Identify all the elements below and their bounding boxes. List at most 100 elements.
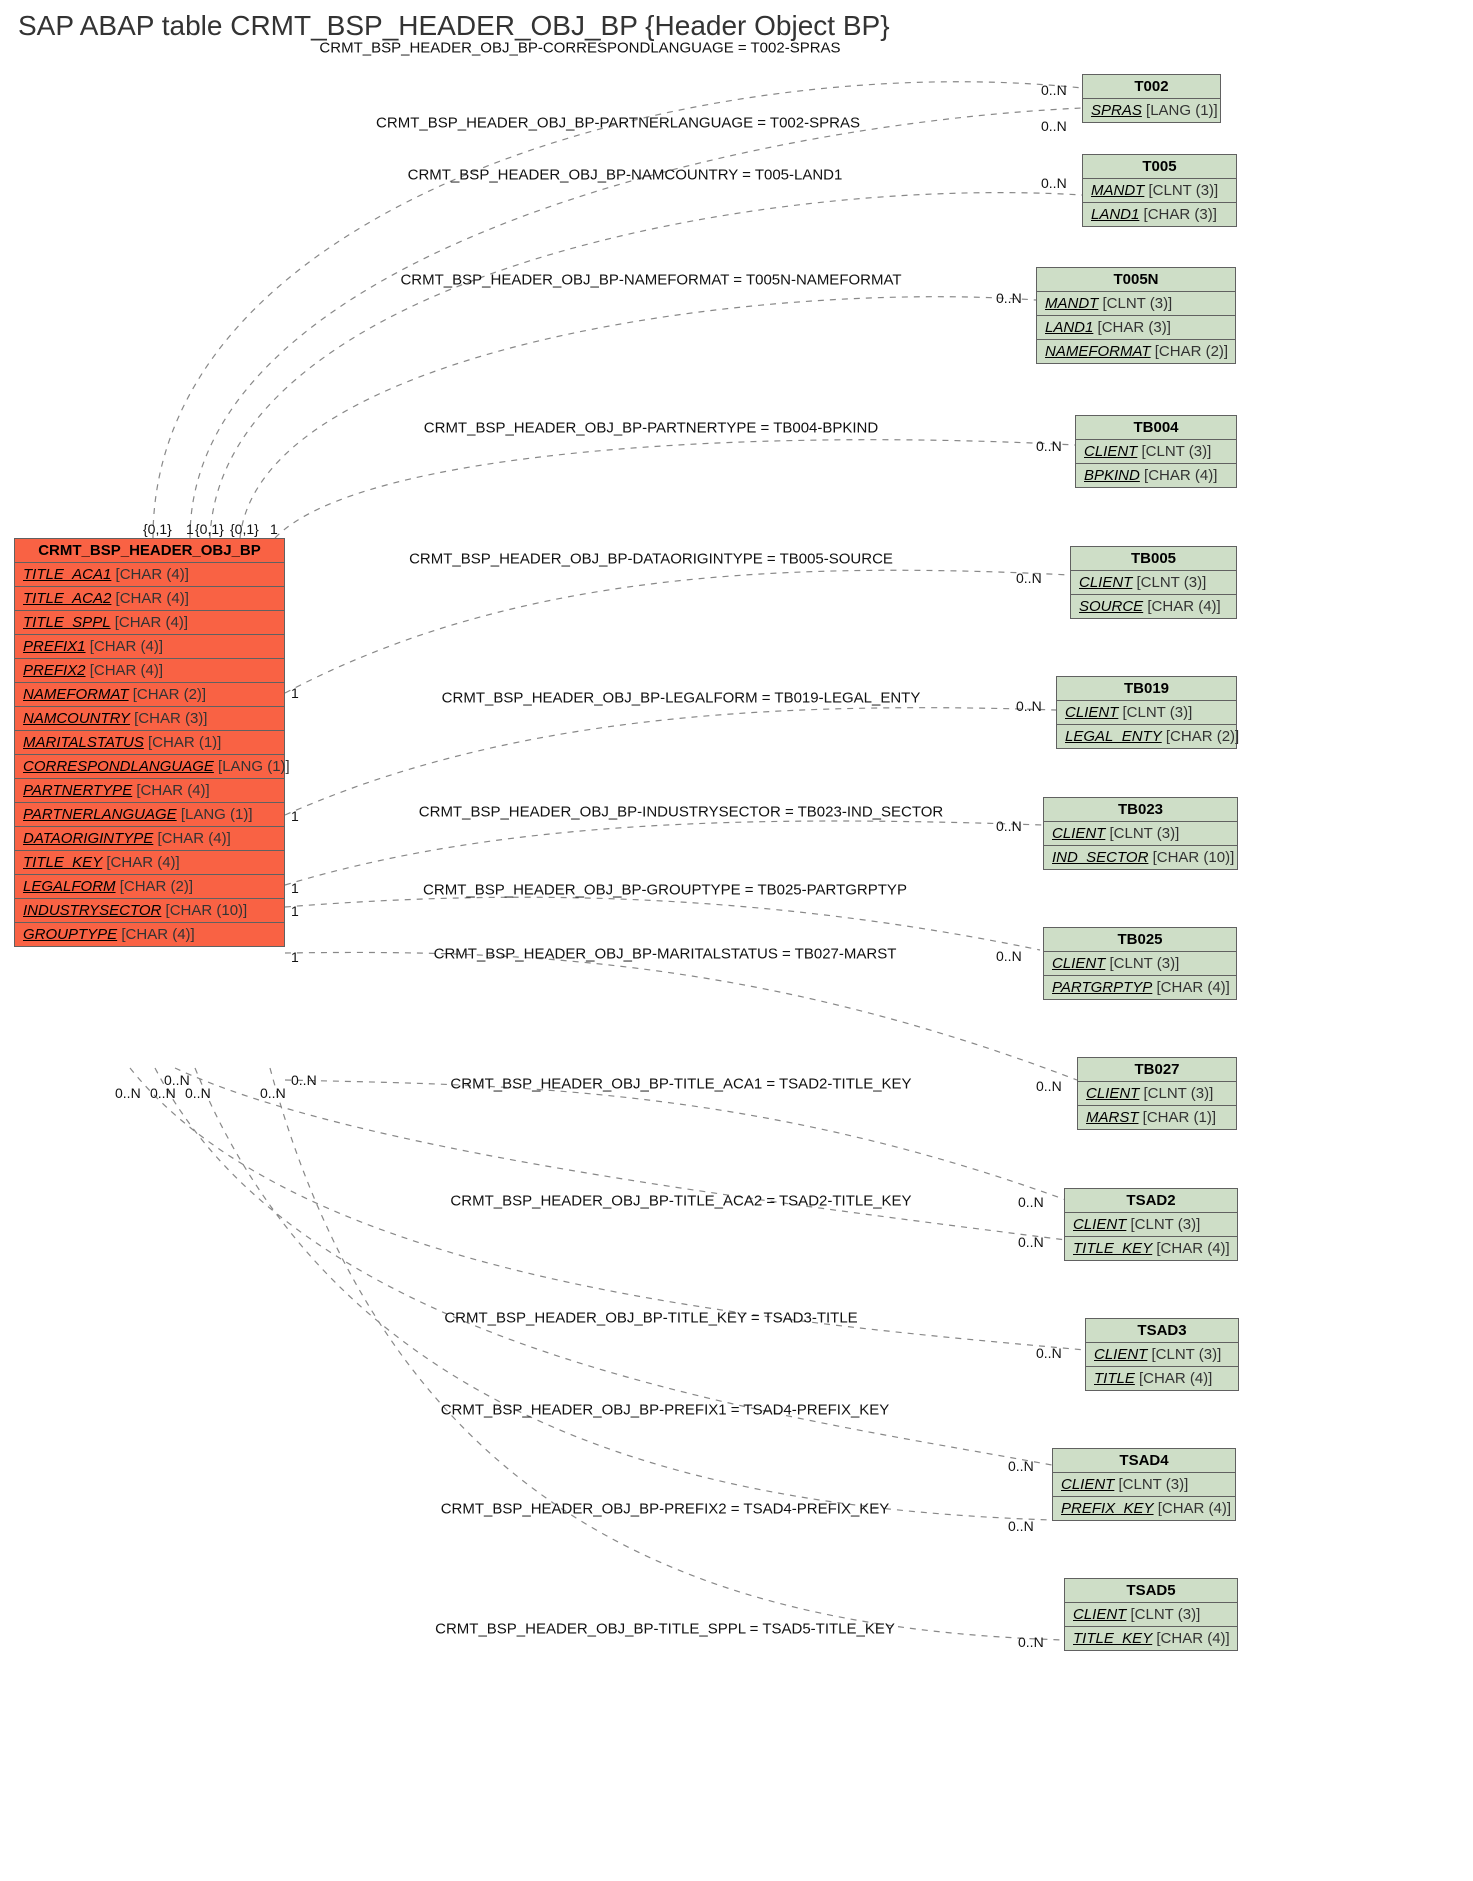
entity-field: SOURCE [CHAR (4)] (1071, 595, 1236, 618)
entity-field: LAND1 [CHAR (3)] (1037, 316, 1235, 340)
entity-field: CLIENT [CLNT (3)] (1071, 571, 1236, 595)
entity-field: CLIENT [CLNT (3)] (1065, 1213, 1237, 1237)
edge-label: CRMT_BSP_HEADER_OBJ_BP-TITLE_ACA2 = TSAD… (450, 1193, 911, 1210)
cardinality: 0..N (260, 1085, 286, 1101)
entity-header: T002 (1083, 75, 1220, 99)
edge-label: CRMT_BSP_HEADER_OBJ_BP-MARITALSTATUS = T… (434, 946, 897, 963)
entity-field: CLIENT [CLNT (3)] (1044, 822, 1237, 846)
ref-entity-t005: T005MANDT [CLNT (3)]LAND1 [CHAR (3)] (1082, 154, 1237, 227)
ref-entity-tb005: TB005CLIENT [CLNT (3)]SOURCE [CHAR (4)] (1070, 546, 1237, 619)
edge-label: CRMT_BSP_HEADER_OBJ_BP-NAMEFORMAT = T005… (400, 272, 901, 289)
cardinality: 0..N (996, 818, 1022, 834)
entity-field: TITLE_SPPL [CHAR (4)] (15, 611, 284, 635)
entity-header: TB019 (1057, 677, 1236, 701)
ref-entity-tsad2: TSAD2CLIENT [CLNT (3)]TITLE_KEY [CHAR (4… (1064, 1188, 1238, 1261)
entity-field: CLIENT [CLNT (3)] (1076, 440, 1236, 464)
ref-entity-tsad3: TSAD3CLIENT [CLNT (3)]TITLE [CHAR (4)] (1085, 1318, 1239, 1391)
edge-label: CRMT_BSP_HEADER_OBJ_BP-PREFIX1 = TSAD4-P… (441, 1402, 890, 1419)
cardinality: 0..N (1016, 570, 1042, 586)
cardinality: 0..N (996, 290, 1022, 306)
ref-entity-tb023: TB023CLIENT [CLNT (3)]IND_SECTOR [CHAR (… (1043, 797, 1238, 870)
edge-label: CRMT_BSP_HEADER_OBJ_BP-TITLE_SPPL = TSAD… (435, 1621, 895, 1638)
edge-label: CRMT_BSP_HEADER_OBJ_BP-TITLE_KEY = TSAD3… (444, 1310, 857, 1327)
entity-field: MANDT [CLNT (3)] (1083, 179, 1236, 203)
cardinality: 0..N (1036, 438, 1062, 454)
entity-header: TSAD3 (1086, 1319, 1238, 1343)
cardinality: 0..N (1008, 1518, 1034, 1534)
entity-field: MARITALSTATUS [CHAR (1)] (15, 731, 284, 755)
main-entity: CRMT_BSP_HEADER_OBJ_BPTITLE_ACA1 [CHAR (… (14, 538, 285, 947)
ref-entity-tb019: TB019CLIENT [CLNT (3)]LEGAL_ENTY [CHAR (… (1056, 676, 1237, 749)
edge-label: CRMT_BSP_HEADER_OBJ_BP-GROUPTYPE = TB025… (423, 882, 907, 899)
entity-header: CRMT_BSP_HEADER_OBJ_BP (15, 539, 284, 563)
edge-label: CRMT_BSP_HEADER_OBJ_BP-LEGALFORM = TB019… (442, 690, 921, 707)
cardinality: 0..N (1041, 82, 1067, 98)
entity-field: CLIENT [CLNT (3)] (1078, 1082, 1236, 1106)
ref-entity-tsad5: TSAD5CLIENT [CLNT (3)]TITLE_KEY [CHAR (4… (1064, 1578, 1238, 1651)
cardinality: 1 (291, 880, 299, 896)
ref-entity-t002: T002SPRAS [LANG (1)] (1082, 74, 1221, 123)
entity-field: PARTNERLANGUAGE [LANG (1)] (15, 803, 284, 827)
entity-field: TITLE_ACA2 [CHAR (4)] (15, 587, 284, 611)
page-title: SAP ABAP table CRMT_BSP_HEADER_OBJ_BP {H… (18, 10, 890, 42)
cardinality: 0..N (1008, 1458, 1034, 1474)
entity-field: PREFIX2 [CHAR (4)] (15, 659, 284, 683)
entity-field: NAMCOUNTRY [CHAR (3)] (15, 707, 284, 731)
entity-header: TSAD5 (1065, 1579, 1237, 1603)
entity-field: INDUSTRYSECTOR [CHAR (10)] (15, 899, 284, 923)
entity-header: T005N (1037, 268, 1235, 292)
cardinality: {0,1} (143, 521, 172, 537)
cardinality: 0..N (1018, 1634, 1044, 1650)
entity-field: IND_SECTOR [CHAR (10)] (1044, 846, 1237, 869)
cardinality: 1 (270, 521, 278, 537)
entity-field: PREFIX1 [CHAR (4)] (15, 635, 284, 659)
entity-field: MARST [CHAR (1)] (1078, 1106, 1236, 1129)
cardinality: 0..N (1036, 1345, 1062, 1361)
cardinality: 0..N (1018, 1194, 1044, 1210)
entity-field: CLIENT [CLNT (3)] (1053, 1473, 1235, 1497)
entity-header: TB004 (1076, 416, 1236, 440)
ref-entity-tb027: TB027CLIENT [CLNT (3)]MARST [CHAR (1)] (1077, 1057, 1237, 1130)
cardinality: 0..N (185, 1085, 211, 1101)
edge-label: CRMT_BSP_HEADER_OBJ_BP-PREFIX2 = TSAD4-P… (441, 1501, 890, 1518)
edge-label: CRMT_BSP_HEADER_OBJ_BP-NAMCOUNTRY = T005… (408, 167, 843, 184)
entity-field: TITLE_KEY [CHAR (4)] (1065, 1237, 1237, 1260)
entity-header: TB005 (1071, 547, 1236, 571)
entity-field: TITLE_KEY [CHAR (4)] (15, 851, 284, 875)
ref-entity-tb004: TB004CLIENT [CLNT (3)]BPKIND [CHAR (4)] (1075, 415, 1237, 488)
cardinality: 1 (291, 903, 299, 919)
entity-header: TSAD2 (1065, 1189, 1237, 1213)
entity-header: T005 (1083, 155, 1236, 179)
cardinality: 0..N (291, 1072, 317, 1088)
entity-field: LAND1 [CHAR (3)] (1083, 203, 1236, 226)
cardinality: 1 (186, 521, 194, 537)
cardinality: 1 (291, 685, 299, 701)
ref-entity-t005n: T005NMANDT [CLNT (3)]LAND1 [CHAR (3)]NAM… (1036, 267, 1236, 364)
cardinality: 0..N (1041, 175, 1067, 191)
entity-field: CLIENT [CLNT (3)] (1057, 701, 1236, 725)
entity-field: PREFIX_KEY [CHAR (4)] (1053, 1497, 1235, 1520)
entity-field: PARTNERTYPE [CHAR (4)] (15, 779, 284, 803)
edge-label: CRMT_BSP_HEADER_OBJ_BP-INDUSTRYSECTOR = … (419, 804, 943, 821)
ref-entity-tb025: TB025CLIENT [CLNT (3)]PARTGRPTYP [CHAR (… (1043, 927, 1237, 1000)
entity-field: LEGAL_ENTY [CHAR (2)] (1057, 725, 1236, 748)
entity-field: CLIENT [CLNT (3)] (1065, 1603, 1237, 1627)
ref-entity-tsad4: TSAD4CLIENT [CLNT (3)]PREFIX_KEY [CHAR (… (1052, 1448, 1236, 1521)
cardinality: 0..N (1018, 1234, 1044, 1250)
entity-field: LEGALFORM [CHAR (2)] (15, 875, 284, 899)
entity-field: CORRESPONDLANGUAGE [LANG (1)] (15, 755, 284, 779)
entity-field: BPKIND [CHAR (4)] (1076, 464, 1236, 487)
entity-header: TSAD4 (1053, 1449, 1235, 1473)
edge-label: CRMT_BSP_HEADER_OBJ_BP-PARTNERTYPE = TB0… (424, 420, 878, 437)
edge-label: CRMT_BSP_HEADER_OBJ_BP-CORRESPONDLANGUAG… (319, 40, 840, 57)
cardinality: 1 (291, 949, 299, 965)
entity-field: DATAORIGINTYPE [CHAR (4)] (15, 827, 284, 851)
edge-label: CRMT_BSP_HEADER_OBJ_BP-DATAORIGINTYPE = … (409, 551, 893, 568)
cardinality: 0..N (1016, 698, 1042, 714)
entity-header: TB023 (1044, 798, 1237, 822)
cardinality: {0,1} (195, 521, 224, 537)
entity-field: TITLE_ACA1 [CHAR (4)] (15, 563, 284, 587)
cardinality: {0,1} (230, 521, 259, 537)
edge-label: CRMT_BSP_HEADER_OBJ_BP-PARTNERLANGUAGE =… (376, 115, 860, 132)
cardinality: 0..N (115, 1085, 141, 1101)
